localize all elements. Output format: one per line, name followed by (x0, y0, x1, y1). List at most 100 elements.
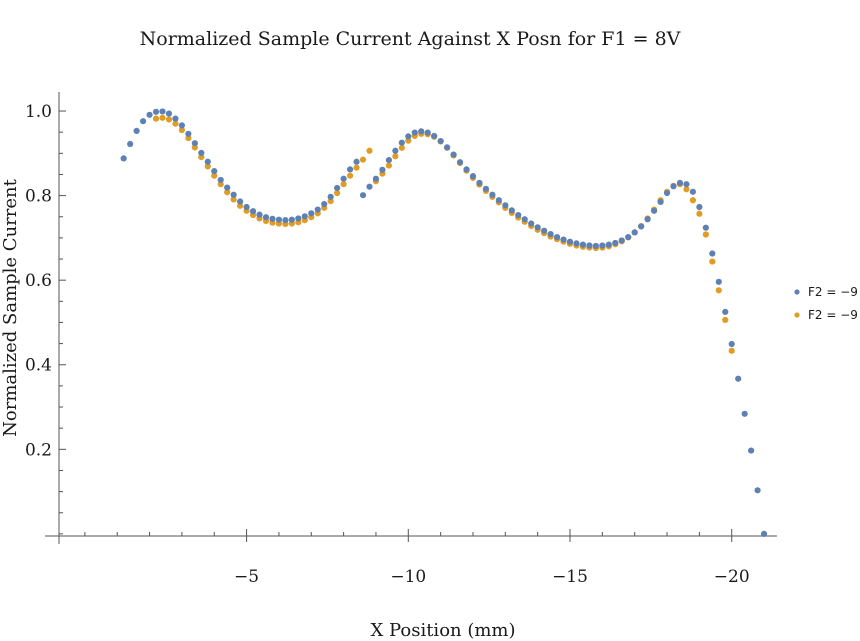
data-point (392, 153, 399, 160)
data-point (728, 340, 735, 348)
data-point (592, 242, 599, 250)
data-point (599, 242, 606, 249)
data-point (366, 183, 373, 190)
data-point (566, 238, 574, 245)
data-point (735, 375, 742, 382)
data-point (612, 239, 619, 247)
data-point (573, 240, 580, 247)
series-1 (120, 108, 768, 537)
data-point (353, 158, 360, 165)
data-point (224, 189, 231, 196)
data-point (282, 217, 289, 224)
data-point (237, 198, 244, 205)
data-point (217, 176, 224, 184)
data-point (353, 164, 360, 171)
data-point (204, 163, 211, 170)
data-point (754, 487, 761, 494)
data-point (346, 166, 354, 173)
data-point (502, 202, 509, 209)
data-point (340, 175, 347, 182)
data-point (424, 129, 431, 136)
data-point (139, 118, 147, 125)
data-point (618, 237, 625, 244)
data-point (204, 158, 211, 165)
data-point (709, 250, 716, 257)
chart-title: Normalized Sample Current Against X Posn… (140, 28, 681, 50)
data-point (463, 166, 470, 173)
series-2 (152, 114, 735, 354)
data-point (760, 530, 768, 537)
data-point (327, 193, 334, 200)
data-point (741, 410, 748, 417)
data-point (385, 162, 392, 169)
data-point (722, 308, 729, 315)
data-point (651, 207, 658, 214)
plot-area: −5 −10 −15 −20 0.2 0.4 0.6 0.8 1.0 (25, 92, 777, 587)
data-point (476, 179, 483, 187)
data-point (185, 130, 192, 137)
data-point (489, 191, 496, 198)
y-tick-label: 1.0 (25, 102, 52, 122)
data-point (334, 189, 341, 197)
data-point (346, 172, 354, 179)
data-point (728, 347, 735, 354)
x-tick-label: −10 (390, 567, 426, 587)
legend-label: F2 = −9 (808, 285, 858, 299)
series-layer (120, 108, 768, 537)
data-point (541, 227, 548, 234)
data-point (676, 179, 684, 187)
x-tick-label: −20 (714, 567, 750, 587)
data-point (437, 137, 444, 145)
data-point (547, 230, 554, 238)
data-point (696, 210, 703, 217)
x-tick-label: −5 (234, 567, 259, 587)
data-point (120, 155, 127, 162)
y-tick-label: 0.6 (25, 271, 52, 291)
data-point (172, 120, 179, 127)
data-point (211, 172, 218, 179)
data-point (482, 185, 490, 192)
data-point (159, 108, 166, 115)
data-point (385, 156, 392, 164)
data-point (392, 147, 399, 154)
data-point (178, 122, 185, 129)
data-point (405, 133, 412, 140)
data-point (722, 316, 729, 324)
data-point (295, 215, 302, 222)
data-point (159, 114, 166, 121)
data-point (670, 183, 677, 190)
data-point (528, 220, 535, 227)
data-point (398, 139, 405, 146)
data-point (308, 210, 315, 217)
data-point (269, 215, 276, 222)
y-tick-label: 0.8 (25, 187, 52, 207)
legend-marker (794, 289, 800, 295)
data-point (398, 144, 405, 151)
data-point (359, 192, 367, 199)
x-tick-label: −15 (552, 567, 588, 587)
y-tick-label: 0.2 (25, 440, 52, 460)
data-point (625, 233, 632, 241)
data-point (275, 216, 283, 223)
data-point (366, 147, 373, 154)
legend-marker (794, 312, 800, 318)
data-point (340, 181, 347, 188)
data-point (515, 211, 522, 219)
data-point (560, 236, 567, 243)
data-point (262, 214, 270, 221)
data-point (418, 128, 425, 135)
data-point (165, 116, 173, 123)
data-point (495, 197, 502, 204)
x-axis-label: X Position (mm) (370, 620, 515, 641)
legend: F2 = −9 F2 = −9 (794, 285, 858, 322)
data-point (256, 211, 263, 218)
data-point (715, 287, 722, 294)
data-point (152, 115, 160, 122)
x-ticks: −5 −10 −15 −20 (84, 529, 765, 587)
data-point (334, 184, 341, 192)
data-point (715, 278, 722, 285)
y-axis-label: Normalized Sample Current (0, 178, 21, 436)
data-point (249, 208, 257, 215)
data-point (314, 206, 321, 213)
